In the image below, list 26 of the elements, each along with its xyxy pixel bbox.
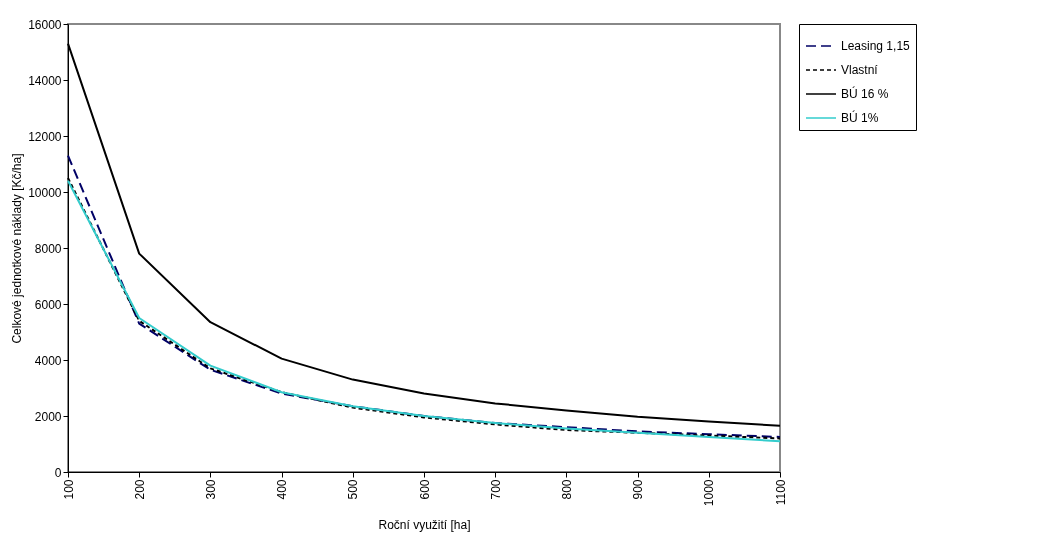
y-axis-title: Celkové jednotkové náklady [Kč/ha] [10,153,25,344]
x-tick-label: 1000 [702,479,717,507]
y-tick-label: 0 [54,465,62,480]
y-tick-label: 16000 [28,17,62,32]
x-tick-label: 800 [559,479,574,500]
x-axis-title: Roční využití [ha] [378,518,471,533]
x-tick-label: 200 [132,479,147,500]
x-tick-label: 900 [631,479,646,500]
x-tick-label: 700 [488,479,503,500]
x-tick-label: 1100 [773,479,788,506]
x-tick-label: 500 [346,479,361,500]
x-tick-label: 400 [275,479,290,500]
x-tick-label: 600 [417,479,432,500]
y-tick-label: 10000 [28,185,62,200]
y-tick-label: 12000 [28,129,62,144]
y-tick-label: 6000 [34,297,62,312]
legend-label: Leasing 1,15 [841,39,911,53]
y-tick-label: 8000 [34,241,62,256]
y-tick-label: 14000 [28,73,62,88]
legend-label: Vlastní [841,63,879,77]
legend-label: BÚ 1% [841,110,879,125]
x-tick-label: 300 [203,479,218,500]
legend-label: BÚ 16 % [841,86,889,101]
x-tick-label: 100 [61,479,76,500]
y-tick-label: 4000 [34,353,62,368]
y-tick-label: 2000 [34,409,62,424]
